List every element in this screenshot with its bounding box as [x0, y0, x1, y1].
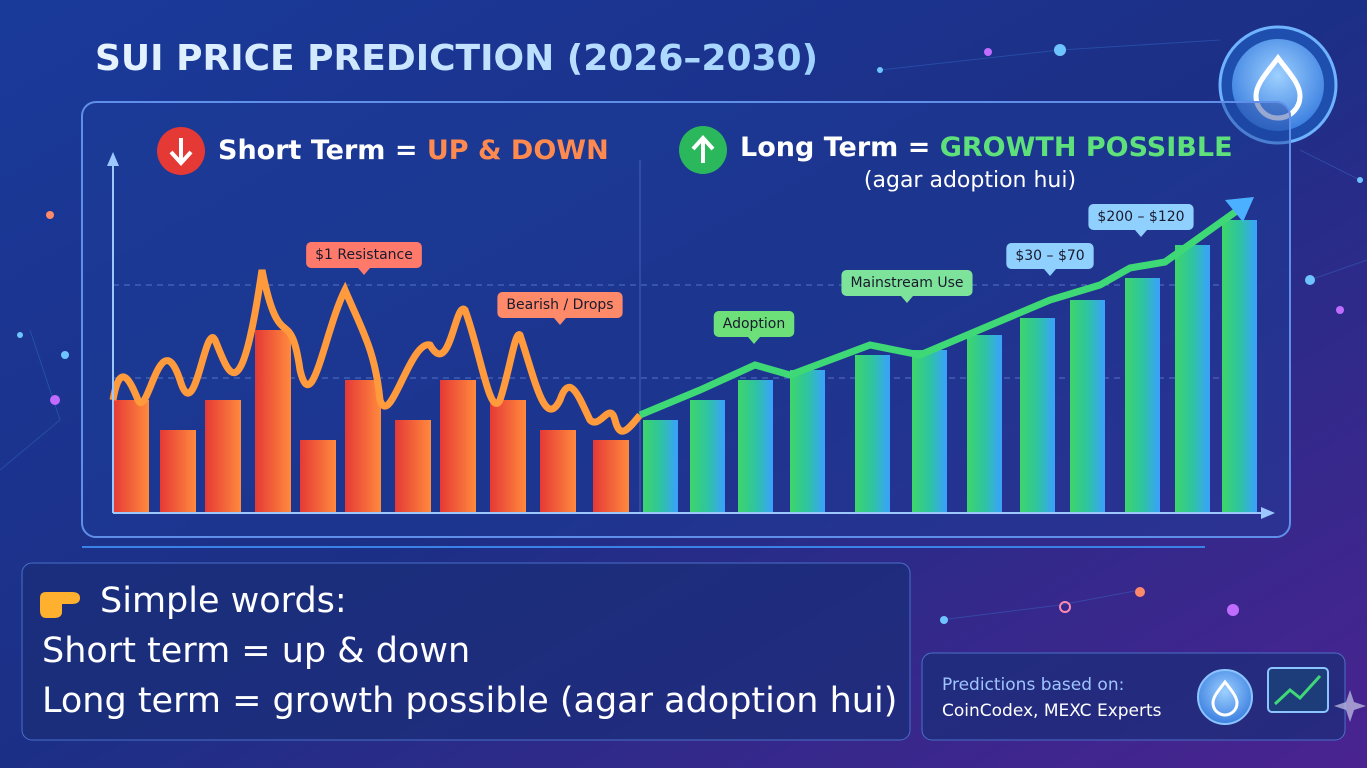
- long-term-label: Long Term = GROWTH POSSIBLE: [740, 132, 1233, 163]
- source-logo: [1197, 669, 1253, 725]
- logo-drop: [1253, 53, 1303, 121]
- network-dots: [17, 44, 1363, 624]
- trend-arrowhead: [1225, 197, 1254, 222]
- down-arrow: [169, 138, 193, 166]
- bar: [113, 400, 149, 513]
- callout-pointer: [1044, 269, 1056, 276]
- short-term-line: [109, 269, 643, 435]
- callout-box: [1006, 243, 1094, 269]
- bar: [345, 380, 381, 513]
- callout-text: $200 – $120: [1097, 209, 1184, 225]
- summary-line: Long term = growth possible (agar adopti…: [42, 681, 897, 721]
- callout-pointer: [1135, 230, 1147, 237]
- bar: [643, 420, 678, 513]
- bar: [440, 380, 476, 513]
- source-logo-drop: [1211, 679, 1239, 717]
- bar: [967, 335, 1002, 513]
- bar: [1070, 300, 1105, 513]
- bar: [690, 400, 725, 513]
- summary-heading: Simple words:: [100, 581, 347, 621]
- bar: [1020, 318, 1055, 513]
- monitor-trend: [1273, 674, 1322, 706]
- bar: [738, 380, 773, 513]
- bar: [540, 430, 576, 513]
- title: SUI PRICE PREDICTION (2026–2030): [95, 38, 818, 79]
- bar: [160, 430, 196, 513]
- callout-text: $1 Resistance: [315, 247, 413, 263]
- bar: [912, 350, 947, 513]
- callout-pointer: [748, 337, 760, 344]
- callout-pointer: [358, 268, 370, 275]
- bar: [490, 400, 526, 513]
- source-text: CoinCodex, MEXC Experts: [942, 701, 1162, 721]
- bar: [790, 370, 825, 513]
- summary-box: [21, 562, 911, 741]
- callout-box: [497, 292, 623, 318]
- up-arrow: [691, 135, 715, 163]
- sparkle: [1334, 690, 1366, 722]
- summary-line: Short term = up & down: [42, 631, 470, 671]
- bar: [1175, 245, 1210, 513]
- bar: [855, 355, 890, 513]
- source-label: Predictions based on:: [942, 675, 1124, 695]
- logo: [1232, 39, 1324, 131]
- bar: [395, 420, 431, 513]
- callout-pointer: [554, 318, 566, 325]
- callout-box: [841, 270, 973, 296]
- callout-box: [713, 311, 795, 337]
- bar: [1125, 278, 1160, 513]
- callout-text: Bearish / Drops: [506, 297, 613, 313]
- callout-box: [1088, 204, 1194, 230]
- callout-text: Mainstream Use: [850, 275, 963, 291]
- bars: [113, 220, 1257, 513]
- bar: [205, 400, 241, 513]
- bar: [300, 440, 336, 513]
- y-axis-arrow: [107, 152, 119, 166]
- callout-text: Adoption: [723, 316, 786, 332]
- callouts: $1 Resistance Bearish / Drops Adoption Main…: [306, 204, 1194, 344]
- callout-text: $30 – $70: [1015, 248, 1084, 264]
- x-axis-arrow: [1261, 507, 1275, 519]
- monitor-icon: [1267, 667, 1329, 713]
- short-term-label: Short Term = UP & DOWN: [218, 135, 609, 166]
- long-term-line: [638, 202, 1248, 419]
- bar: [255, 330, 291, 513]
- callout-pointer: [901, 296, 913, 303]
- bar: [593, 440, 629, 513]
- long-term-note: (agar adoption hui): [864, 168, 1076, 193]
- pointing-hand: [40, 592, 80, 618]
- callout-box: [306, 242, 422, 268]
- bar: [1222, 220, 1257, 513]
